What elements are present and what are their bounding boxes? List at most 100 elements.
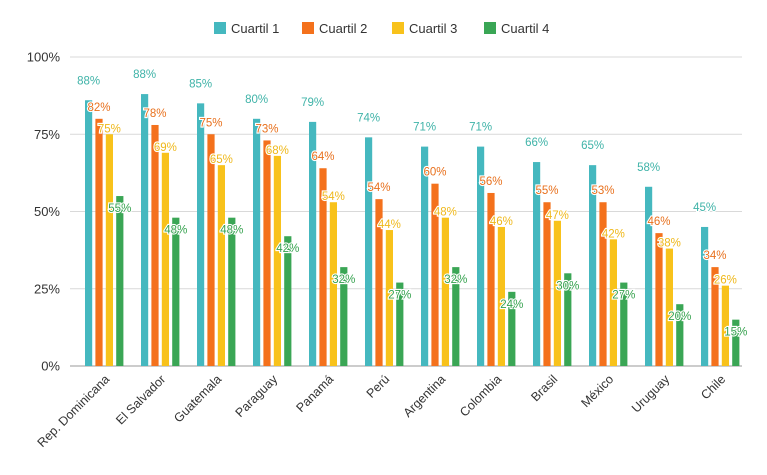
bar-cuartil-3-colombia	[497, 226, 505, 366]
bar-cuartil-2-rep-dominicana	[95, 118, 103, 366]
bar-cuartil-4-chile	[732, 319, 740, 366]
bar-cuartil-4-el-salvador	[172, 217, 180, 366]
x-category-label: Uruguay	[629, 372, 673, 416]
data-label: 88%	[77, 75, 100, 87]
bar-cuartil-2-mexico	[599, 202, 607, 366]
data-label: 80%	[245, 94, 268, 106]
legend-label: Cuartil 1	[231, 21, 279, 36]
data-label: 15%	[724, 327, 747, 339]
data-label: 74%	[357, 112, 380, 124]
bar-cuartil-3-guatemala	[217, 165, 225, 366]
data-label: 32%	[444, 274, 467, 286]
bar-cuartil-1-colombia	[477, 146, 485, 366]
data-label: 55%	[535, 185, 558, 197]
bar-cuartil-3-rep-dominicana	[105, 134, 113, 366]
x-category-label: Chile	[698, 372, 728, 402]
bar-cuartil-2-argentina	[431, 183, 439, 366]
data-label: 26%	[714, 275, 737, 287]
data-label: 46%	[647, 216, 670, 228]
data-label: 65%	[581, 140, 604, 152]
bar-cuartil-1-chile	[701, 226, 709, 366]
bar-cuartil-2-chile	[711, 267, 719, 366]
gridlines	[70, 56, 742, 367]
bar-cuartil-4-rep-dominicana	[116, 196, 124, 366]
bar-cuartil-3-argentina	[441, 217, 449, 366]
data-label: 85%	[189, 78, 212, 90]
bar-cuartil-3-chile	[721, 285, 729, 366]
bar-cuartil-4-mexico	[620, 282, 628, 366]
data-label: 42%	[602, 228, 625, 240]
data-label: 27%	[612, 290, 635, 302]
x-category-label: Guatemala	[171, 372, 224, 425]
data-label: 79%	[301, 97, 324, 109]
bar-cuartil-2-paraguay	[263, 140, 271, 366]
data-label: 60%	[423, 167, 446, 179]
x-category-label: México	[578, 372, 616, 410]
legend-swatch	[484, 22, 496, 34]
y-tick-label: 100%	[27, 50, 61, 65]
bar-cuartil-2-peru	[375, 199, 383, 366]
data-label: 75%	[199, 117, 222, 129]
x-category-label: Paraguay	[233, 372, 281, 420]
bar-cuartil-1-rep-dominicana	[85, 100, 93, 366]
bar-cuartil-2-el-salvador	[151, 124, 159, 366]
data-label: 42%	[276, 243, 299, 255]
y-axis-tick-labels: 0% 25% 50% 75% 100%	[27, 50, 61, 374]
bar-cuartil-2-panama	[319, 168, 327, 366]
data-label: 68%	[266, 145, 289, 157]
bar-cuartil-3-panama	[329, 202, 337, 366]
y-tick-label: 75%	[34, 127, 60, 142]
data-label: 54%	[322, 191, 345, 203]
data-label: 53%	[591, 185, 614, 197]
bar-cuartil-1-el-salvador	[141, 94, 149, 366]
data-label: 78%	[143, 108, 166, 120]
data-label: 45%	[693, 202, 716, 214]
bar-cuartil-2-uruguay	[655, 233, 663, 366]
bar-cuartil-4-panama	[340, 267, 348, 366]
data-labels: 88% 82% 75% 55% 88% 78% 69% 48% 85% 75% 65% 48% 80% 7…	[76, 68, 748, 340]
data-label: 71%	[413, 122, 436, 134]
data-label: 32%	[332, 274, 355, 286]
legend-label: Cuartil 2	[319, 21, 367, 36]
data-label: 44%	[378, 219, 401, 231]
data-label: 20%	[668, 311, 691, 323]
bar-cuartil-1-brasil	[533, 162, 541, 366]
bar-cuartil-4-brasil	[564, 273, 572, 366]
bar-cuartil-2-brasil	[543, 202, 551, 366]
data-label: 48%	[220, 225, 243, 237]
bar-cuartil-1-peru	[365, 137, 373, 366]
bar-cuartil-2-colombia	[487, 192, 495, 366]
x-category-label: Panamá	[293, 372, 336, 415]
legend-swatch	[214, 22, 226, 34]
data-label: 55%	[108, 203, 131, 215]
bar-cuartil-4-guatemala	[228, 217, 236, 366]
data-label: 71%	[469, 122, 492, 134]
legend-swatch	[392, 22, 404, 34]
data-label: 38%	[658, 238, 681, 250]
bar-cuartil-4-paraguay	[284, 236, 292, 366]
data-label: 46%	[490, 216, 513, 228]
x-category-label: Perú	[364, 372, 393, 401]
data-label: 58%	[637, 162, 660, 174]
data-label: 47%	[546, 210, 569, 222]
legend-label: Cuartil 4	[501, 21, 549, 36]
bar-cuartil-4-argentina	[452, 267, 460, 366]
x-axis-category-labels: Rep. Dominicana El Salvador Guatemala Parag…	[35, 372, 729, 450]
bar-cuartil-1-uruguay	[645, 186, 653, 366]
data-label: 73%	[255, 123, 278, 135]
data-label: 48%	[164, 225, 187, 237]
y-tick-label: 0%	[41, 359, 60, 374]
x-category-label: El Salvador	[113, 372, 168, 427]
data-label: 82%	[87, 102, 110, 114]
data-label: 48%	[434, 207, 457, 219]
bar-cuartil-1-mexico	[589, 165, 597, 366]
bar-cuartil-3-paraguay	[273, 155, 281, 366]
x-category-label: Argentina	[401, 372, 449, 420]
x-category-label: Rep. Dominicana	[35, 372, 113, 450]
bar-cuartil-3-el-salvador	[161, 152, 169, 366]
data-label: 24%	[500, 299, 523, 311]
data-label: 64%	[311, 151, 334, 163]
y-tick-label: 25%	[34, 281, 60, 296]
bar-cuartil-1-paraguay	[253, 118, 261, 366]
